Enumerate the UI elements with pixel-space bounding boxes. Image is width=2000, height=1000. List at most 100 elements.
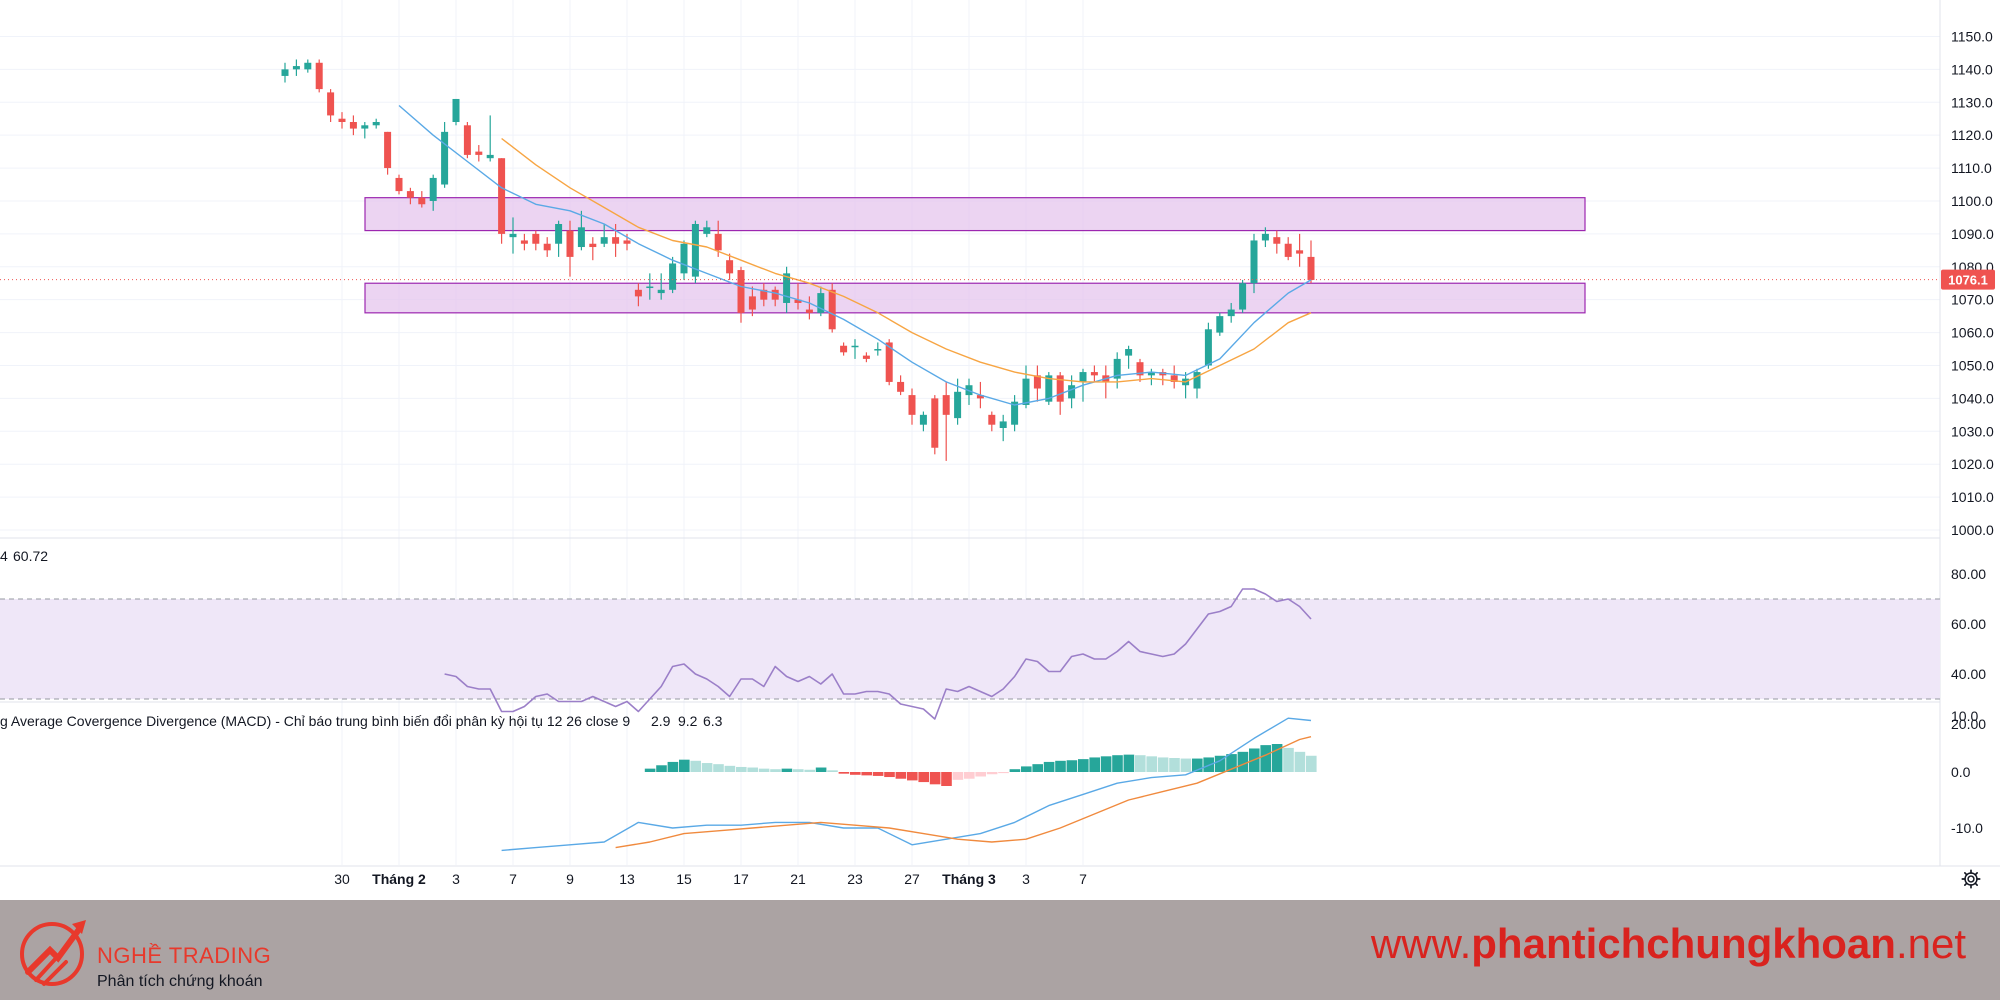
candle-body [942,395,950,415]
candle-body [1113,358,1121,379]
histogram-bar [998,772,1009,774]
price-tick-label: 1040.0 [1951,390,1994,406]
histogram-bar [1157,757,1169,772]
rsi-tick-label: 40.00 [1951,666,1986,682]
candle-body [623,240,631,244]
candle-body [612,237,620,244]
date-tick-label: 7 [509,871,517,887]
histogram-bar [804,769,815,772]
candle-body [429,177,437,201]
last-price-label: 1076.1 [1948,273,1988,288]
footer-banner: NGHỀ TRADING Phân tích chứng khoán www.p… [0,900,2000,1000]
url-prefix: www. [1370,920,1472,967]
price-zone [364,282,1586,314]
histogram-bar [690,760,701,772]
candle-body [703,227,711,234]
price-tick-label: 1120.0 [1951,127,1993,143]
histogram-bar [781,768,793,772]
rsi-tick-label: 20.00 [1951,716,1986,732]
candle-body [532,233,540,244]
rsi-tick-label: 60.00 [1951,616,1986,632]
candle-body [304,62,312,70]
date-tick-label: 27 [904,871,920,887]
histogram-bar [1283,747,1294,772]
grid-lines [0,0,2000,867]
histogram-bar [747,767,758,772]
candle-body [1045,375,1053,402]
rsi-tick-label: 80.00 [1951,566,1986,582]
candle-body [498,158,506,234]
candle-body [976,395,984,399]
rsi-band [0,598,1940,700]
candle-body [281,69,289,76]
candle-body [1033,375,1041,389]
histogram-bar [1146,756,1157,772]
histogram-bar [827,770,838,772]
rsi-line [444,588,1312,720]
candle-body [919,414,927,425]
histogram-bar [1294,751,1306,772]
candle-body [463,125,471,155]
histogram-bar [986,772,998,775]
candle-body [395,177,403,192]
website-url[interactable]: www.phantichchungkhoan.net [1371,920,1966,968]
histogram-bar [964,772,975,779]
price-tick-label: 1000.0 [1951,522,1994,538]
date-tick-label: 30 [334,871,350,887]
chart-canvas[interactable]: 1000.0 1010.0 1020.0 1030.0 1040.0 1050.0 1060… [0,0,2000,900]
price-zone [364,197,1586,232]
rsi-legend-value: 60.72 [13,548,48,564]
histogram-bar [1180,758,1192,772]
candle-body [657,289,665,294]
macd-legend-macd: 9.2 [678,713,698,729]
histogram-bar [838,772,850,774]
histogram-bar [1237,751,1249,772]
candle-body [862,355,870,359]
histogram-bar [1226,754,1237,772]
candle-body [418,197,426,205]
candle-body [1170,375,1178,382]
brand-name: NGHỀ TRADING [97,943,272,968]
histogram-bar [644,768,656,772]
macd-line [501,717,1312,852]
date-tick-label: 23 [847,871,863,887]
candle-body [589,243,597,248]
trend-arrow-logo [20,920,86,986]
histogram-bar [918,772,929,783]
candle-body [817,293,825,313]
candle-body [748,296,756,310]
macd-legend-signal: 6.3 [703,713,723,729]
rsi-band-fill [0,599,1940,699]
price-tick-label: 1010.0 [1951,489,1994,505]
histogram-bar [952,772,964,780]
macd-legend-title: g Average Covergence Divergence (MACD) -… [0,713,630,729]
candle-body [828,289,836,330]
legends: 4 60.72 g Average Covergence Divergence (M… [0,548,723,729]
histogram-bar [1260,745,1271,772]
price-tick-label: 1140.0 [1951,61,1993,77]
candle-body [361,125,369,129]
date-tick-label: 3 [1022,871,1030,887]
candle-body [908,395,916,415]
last-price-badge [1941,269,1995,290]
histogram-bar [1306,755,1317,772]
histogram-bar [679,759,690,772]
candle-body [406,191,414,198]
histogram-bar [1066,760,1078,772]
candle-body [851,345,859,348]
candle-body [691,224,699,277]
histogram-bar [1123,754,1135,772]
histogram-bar [861,772,872,776]
histogram-bar [1043,761,1055,772]
candle-body [555,224,563,244]
candle-body [1022,378,1030,405]
date-tick-label: Tháng 3 [942,871,996,887]
macd-tick-label: 0.0 [1951,764,1971,780]
histogram-bar [770,769,781,772]
candle-body [771,289,779,300]
candle-body [543,243,551,251]
gear-icon[interactable] [1960,868,1982,890]
histogram-bar [872,772,884,776]
histogram-bar [656,765,667,772]
date-tick-label: 7 [1079,871,1087,887]
